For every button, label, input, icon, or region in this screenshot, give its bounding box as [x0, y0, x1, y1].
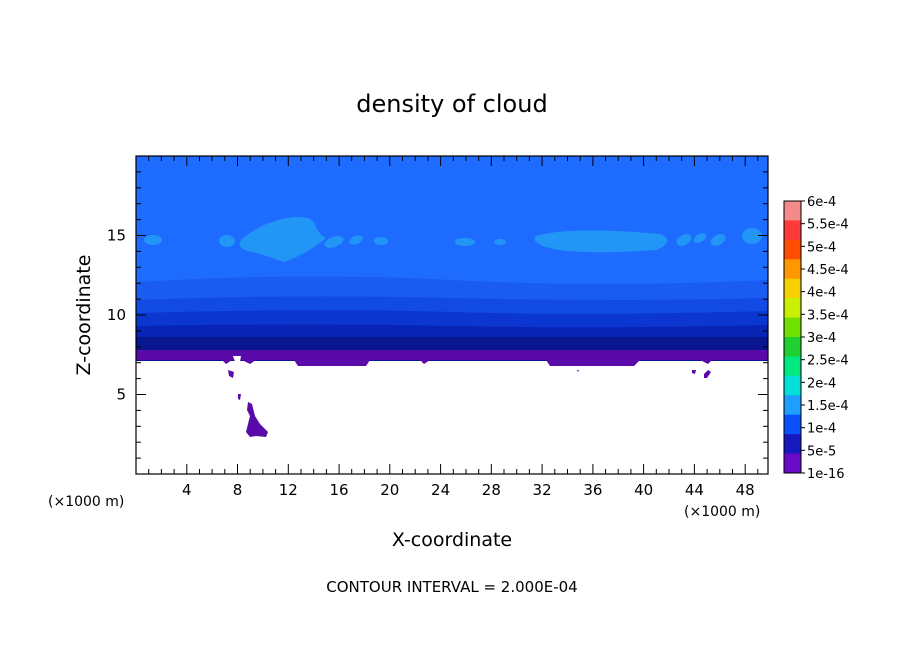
y-tick-label: 5 — [116, 386, 126, 404]
colorbar-label: 2.5e-4 — [807, 354, 849, 369]
cell — [704, 370, 711, 378]
x-tick-label: 20 — [380, 481, 399, 499]
cell — [246, 402, 268, 437]
colorbar-label: 6e-4 — [807, 195, 836, 210]
patch — [144, 235, 162, 245]
cloud-base-band — [136, 350, 768, 366]
contour-field — [136, 156, 768, 474]
cell — [692, 370, 696, 374]
colorbar-swatch — [784, 298, 801, 318]
x-tick-label: 40 — [634, 481, 653, 499]
colorbar-swatch — [784, 414, 801, 435]
colorbar-swatch — [784, 453, 801, 474]
x-tick-label: 36 — [583, 481, 602, 499]
colorbar-swatch — [784, 278, 801, 299]
colorbar-swatch — [784, 356, 801, 377]
chart-title: density of cloud — [356, 90, 547, 118]
x-tick-label: 32 — [533, 481, 552, 499]
patch-large — [239, 216, 326, 262]
patch — [219, 235, 235, 247]
x-tick-label: 12 — [279, 481, 298, 499]
patch — [710, 234, 726, 246]
colorbar-label: 4e-4 — [807, 286, 836, 301]
patch-right — [534, 230, 668, 253]
colorbar-label: 3.5e-4 — [807, 308, 849, 323]
colorbar-label: 1.5e-4 — [807, 399, 849, 414]
cell — [228, 370, 234, 378]
x-tick-label: 28 — [482, 481, 501, 499]
colorbar-swatch — [784, 337, 801, 357]
colorbar-swatch — [784, 239, 801, 260]
x-axis-label: X-coordinate — [392, 529, 512, 551]
y-tick-label: 10 — [107, 306, 126, 324]
colorbar-swatch — [784, 434, 801, 454]
colorbar-label: 4.5e-4 — [807, 263, 849, 278]
y-axis-label: Z-coordinate — [73, 255, 95, 376]
colorbar-swatch — [784, 201, 801, 221]
cell — [577, 370, 579, 372]
patch — [349, 235, 363, 245]
colorbar-label: 1e-16 — [807, 467, 845, 482]
colorbar: 6e-4 5.5e-4 5e-4 4.5e-4 4e-4 3.5e-4 3e-4 2.5e-4… — [783, 195, 849, 482]
colorbar-label: 1e-4 — [807, 422, 836, 437]
y-tick-label: 15 — [107, 227, 126, 245]
x-tick-label: 48 — [736, 481, 755, 499]
y-axis: 5 10 15 — [107, 171, 768, 459]
cell — [238, 394, 241, 400]
light-patches — [144, 216, 762, 262]
colorbar-label: 2e-4 — [807, 376, 836, 391]
colorbar-swatch — [784, 220, 801, 241]
colorbar-swatch — [784, 259, 801, 280]
colorbar-label: 5.5e-4 — [807, 218, 849, 233]
x-tick-label: 8 — [233, 481, 243, 499]
patch — [455, 238, 475, 246]
contour-interval-note: CONTOUR INTERVAL = 2.000E-04 — [326, 578, 577, 596]
base-gap — [233, 356, 241, 362]
x-tick-label: 24 — [431, 481, 450, 499]
x-tick-label: 4 — [182, 481, 192, 499]
colorbar-label: 5e-5 — [807, 444, 836, 459]
x-unit-left: (×1000 m) — [48, 494, 124, 510]
colorbar-swatch — [784, 317, 801, 338]
colorbar-label: 3e-4 — [807, 331, 836, 346]
x-axis: 4 8 12 16 20 24 28 32 36 40 44 48 — [148, 156, 759, 499]
patch — [742, 228, 762, 244]
lower-cells — [228, 370, 711, 437]
colorbar-swatch — [784, 395, 801, 416]
x-tick-label: 16 — [330, 481, 349, 499]
colorbar-swatch — [784, 375, 801, 396]
patch — [676, 234, 692, 246]
x-tick-label: 44 — [685, 481, 704, 499]
x-unit-right: (×1000 m) — [684, 504, 760, 520]
patch — [374, 237, 388, 245]
patch — [324, 236, 344, 248]
patch — [494, 239, 506, 245]
patch — [693, 233, 707, 243]
colorbar-label: 5e-4 — [807, 240, 836, 255]
